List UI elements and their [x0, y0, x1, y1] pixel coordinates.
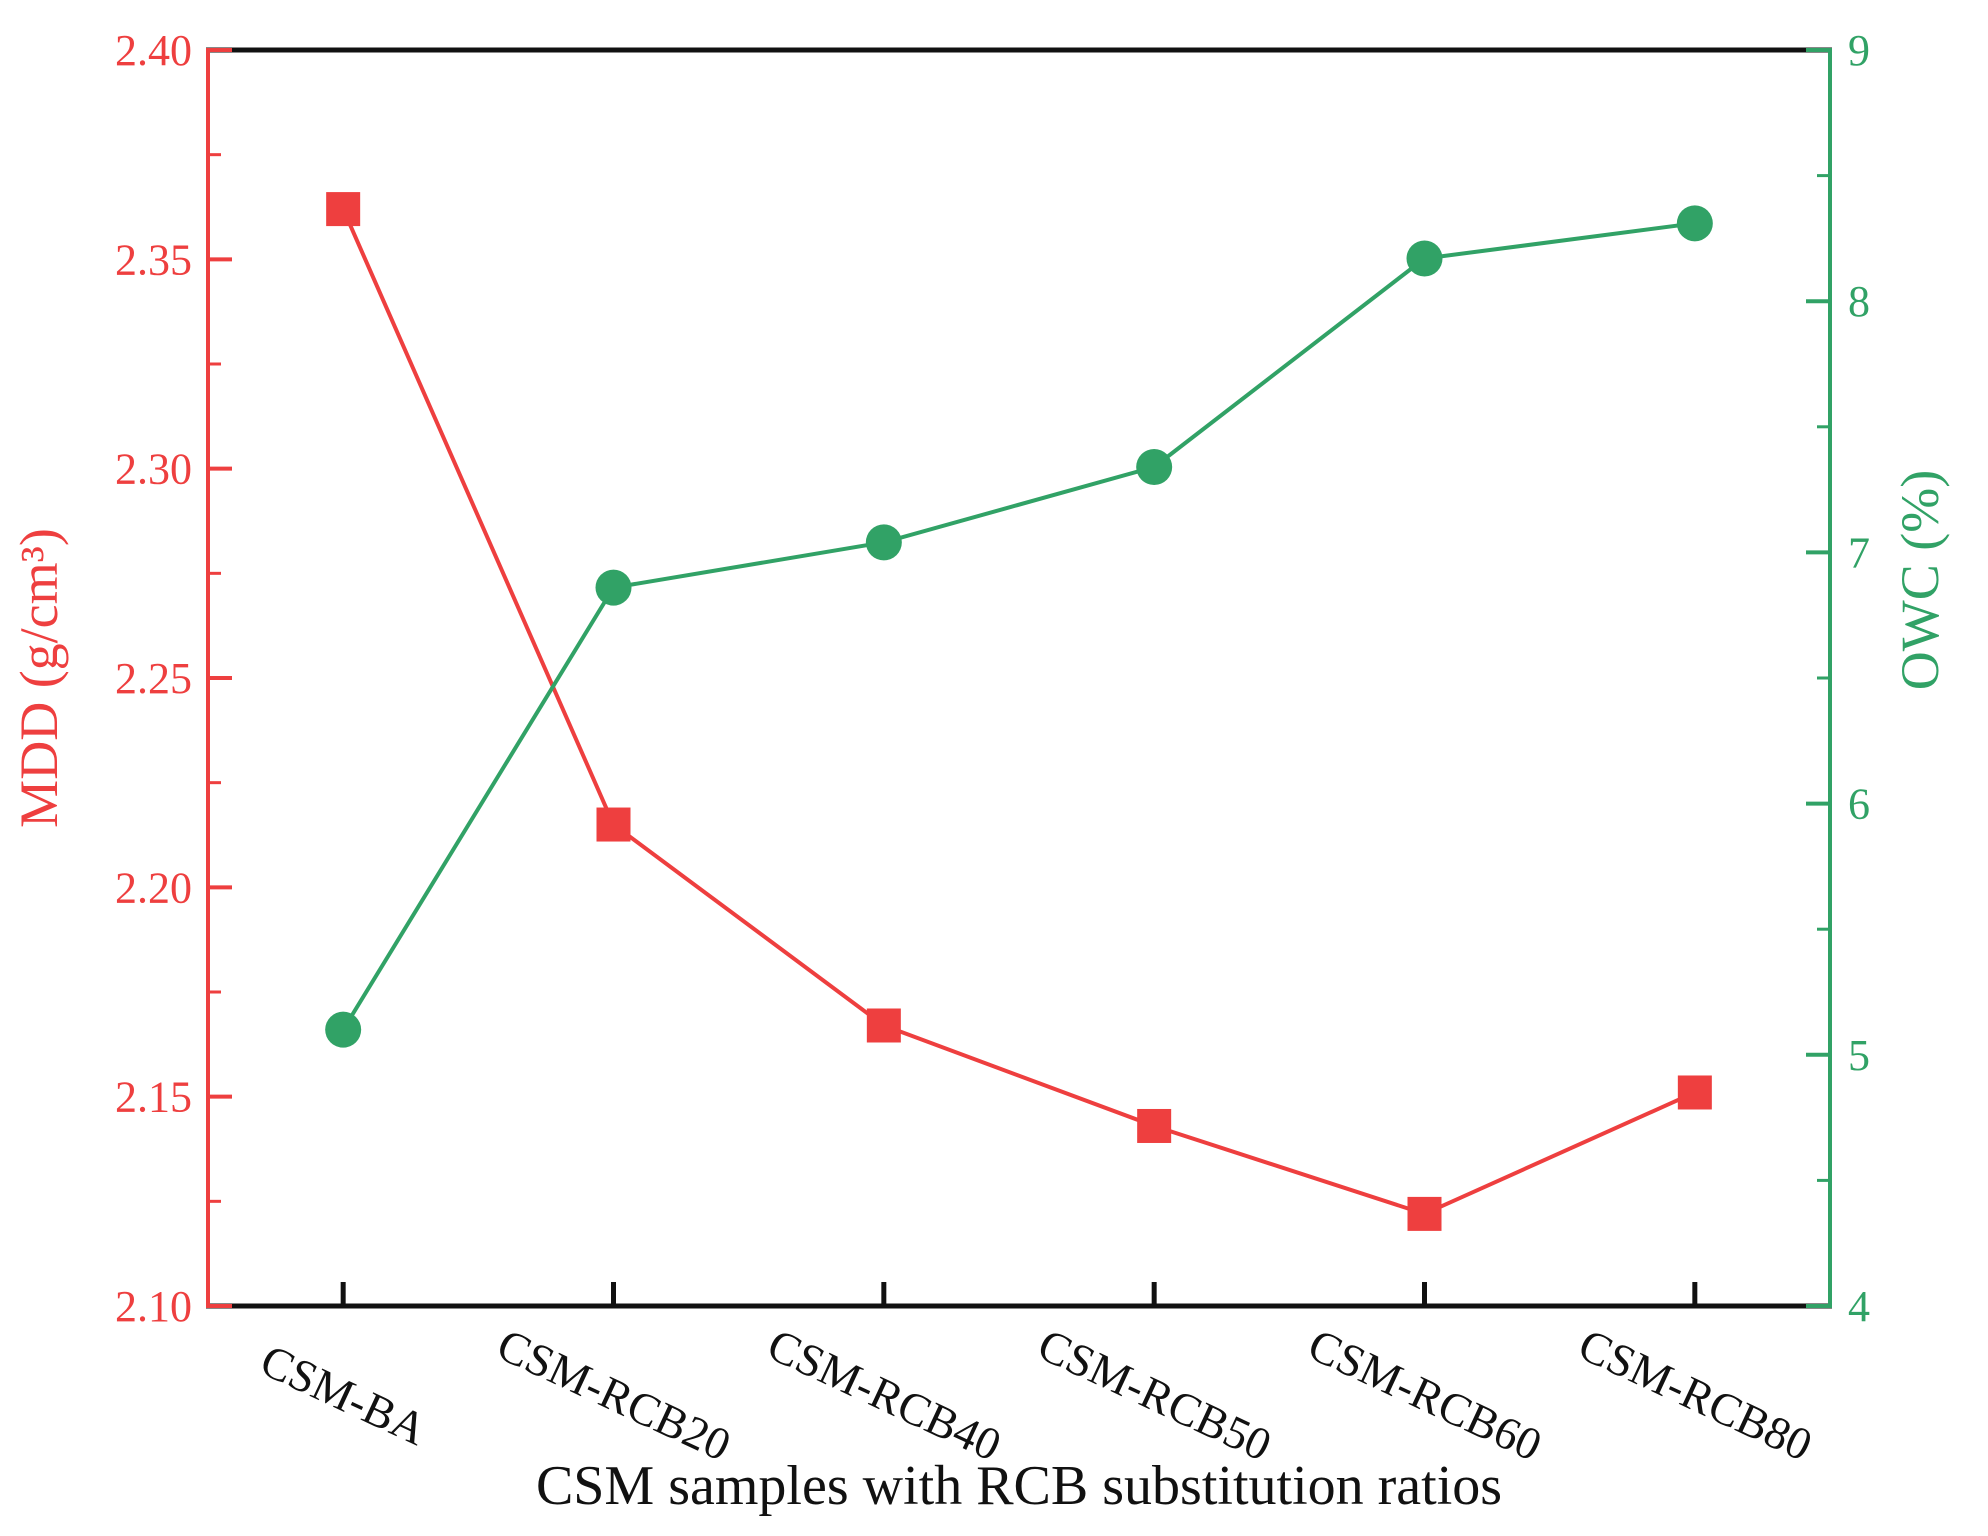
- mdd-data-point-square: [326, 192, 361, 227]
- right-axis-tick-label: 4: [1848, 1282, 1870, 1331]
- mdd-data-point-square: [1407, 1196, 1442, 1231]
- mdd-data-point-square: [1677, 1075, 1712, 1110]
- mdd-data-point-square: [1137, 1108, 1172, 1143]
- left-axis-tick-label: 2.15: [115, 1073, 192, 1122]
- mdd-data-point-square: [866, 1008, 901, 1043]
- left-axis-tick-label: 2.20: [115, 863, 192, 912]
- x-axis-tick-label: CSM-RCB80: [1571, 1319, 1820, 1471]
- left-axis-tick-label: 2.40: [115, 26, 192, 75]
- owc-data-point-circle: [1136, 448, 1173, 485]
- x-axis-tick-label: CSM-RCB60: [1301, 1319, 1550, 1471]
- left-axis-tick-label: 2.30: [115, 445, 192, 494]
- left-axis-tick-label: 2.35: [115, 235, 192, 284]
- owc-series-line: [341, 221, 1696, 1031]
- left-axis-title: MDD (g/cm³): [9, 528, 69, 828]
- x-axis-tick-label: CSM-RCB40: [760, 1319, 1009, 1471]
- left-axis-tick-label: 2.10: [115, 1282, 192, 1331]
- owc-data-point-circle: [865, 524, 902, 561]
- x-axis-tick-label: CSM-BA: [253, 1334, 434, 1455]
- mdd-data-point-square: [596, 807, 631, 842]
- left-axis-tick-label: 2.25: [115, 654, 192, 703]
- owc-data-point-circle: [595, 569, 632, 606]
- owc-data-point-circle: [1676, 205, 1713, 242]
- mdd-series-line: [341, 208, 1696, 1217]
- right-axis-title: OWC (%): [1890, 470, 1950, 690]
- owc-data-point-circle: [325, 1011, 362, 1048]
- x-axis-tick-label: CSM-RCB20: [490, 1319, 739, 1471]
- owc-data-point-circle: [1406, 240, 1443, 277]
- right-axis-tick-label: 6: [1848, 780, 1870, 829]
- right-axis-tick-label: 5: [1848, 1031, 1870, 1080]
- right-axis-tick-label: 9: [1848, 26, 1870, 75]
- right-axis-tick-label: 7: [1848, 528, 1870, 577]
- x-axis-title: CSM samples with RCB substitution ratios: [536, 1455, 1502, 1517]
- right-axis-tick-label: 8: [1848, 277, 1870, 326]
- x-axis-tick-label: CSM-RCB50: [1030, 1319, 1279, 1471]
